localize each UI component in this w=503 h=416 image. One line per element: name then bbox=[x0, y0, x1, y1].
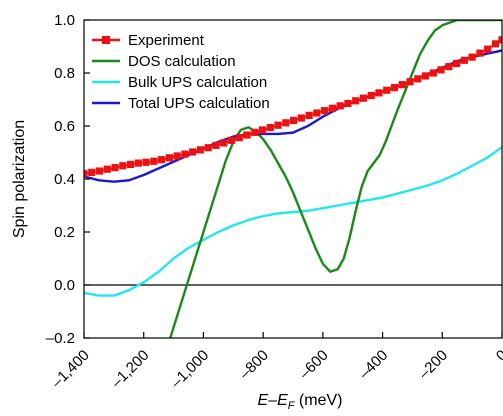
x-tick-label: –800 bbox=[236, 347, 272, 383]
experiment-data-point bbox=[414, 75, 422, 83]
legend-item-experiment: Experiment bbox=[92, 32, 205, 49]
x-tick-label: –1,200 bbox=[108, 347, 152, 391]
experiment-data-point bbox=[491, 40, 500, 48]
experiment-data-point bbox=[282, 119, 290, 127]
legend-label: Experiment bbox=[128, 32, 205, 49]
y-axis-label: Spin polarization bbox=[11, 120, 28, 238]
experiment-data-point bbox=[196, 146, 205, 154]
experiment-data-point bbox=[453, 59, 461, 68]
x-axis-label-unit: (meV) bbox=[294, 392, 342, 409]
experiment-data-point bbox=[204, 144, 212, 152]
experiment-data-point bbox=[181, 150, 189, 158]
experiment-data-point bbox=[328, 104, 337, 112]
experiment-data-point bbox=[476, 49, 484, 57]
experiment-data-point bbox=[297, 114, 305, 122]
experiment-data-point bbox=[227, 136, 236, 144]
legend-label: Bulk UPS calculation bbox=[128, 74, 267, 91]
x-axis-label-subscript: F bbox=[288, 400, 296, 411]
legend-item-bulk-ups-calculation: Bulk UPS calculation bbox=[92, 74, 267, 91]
y-tick-label: –0.2 bbox=[46, 330, 75, 347]
y-tick-label: 0.8 bbox=[54, 65, 75, 82]
experiment-data-point bbox=[95, 167, 104, 175]
experiment-data-point bbox=[429, 69, 437, 77]
experiment-data-point bbox=[220, 139, 228, 147]
series-line-bulk-ups-calculation bbox=[84, 145, 502, 297]
x-tick-label: –1,000 bbox=[168, 347, 212, 391]
y-tick-label: 1.0 bbox=[54, 12, 75, 29]
experiment-data-point bbox=[258, 126, 267, 134]
experiment-data-point bbox=[383, 86, 391, 94]
experiment-data-point bbox=[111, 164, 119, 172]
experiment-data-point bbox=[313, 109, 321, 117]
experiment-data-point bbox=[390, 83, 399, 92]
y-tick-label: 0.0 bbox=[54, 277, 75, 294]
legend-swatch-marker bbox=[102, 36, 110, 44]
experiment-data-point bbox=[375, 89, 383, 97]
experiment-data-point bbox=[289, 116, 298, 125]
legend-label: DOS calculation bbox=[128, 53, 236, 70]
experiment-data-point bbox=[336, 102, 344, 110]
experiment-data-point bbox=[352, 97, 360, 105]
x-tick-label: 0 bbox=[493, 347, 503, 365]
experiment-data-point bbox=[189, 148, 197, 156]
y-tick-label: 0.2 bbox=[54, 224, 75, 241]
experiment-data-point bbox=[305, 111, 313, 119]
experiment-data-point bbox=[274, 121, 282, 129]
y-tick-label: 0.4 bbox=[54, 171, 75, 188]
experiment-data-point bbox=[103, 165, 111, 173]
experiment-data-point bbox=[406, 78, 414, 86]
experiment-data-point bbox=[468, 53, 476, 61]
experiment-data-point bbox=[460, 56, 468, 64]
experiment-data-point bbox=[134, 159, 142, 167]
experiment-data-point bbox=[84, 170, 88, 178]
experiment-data-point bbox=[88, 168, 96, 176]
experiment-data-point bbox=[445, 63, 453, 71]
experiment-data-point bbox=[235, 134, 243, 142]
y-tick-label: 0.6 bbox=[54, 118, 75, 135]
experiment-data-point bbox=[212, 141, 220, 149]
experiment-data-point bbox=[398, 81, 406, 89]
experiment-data-point bbox=[421, 72, 430, 80]
experiment-data-point bbox=[173, 152, 181, 160]
experiment-data-point bbox=[119, 162, 127, 170]
experiment-data-point bbox=[344, 99, 352, 108]
marker-layer bbox=[84, 36, 502, 178]
experiment-data-point bbox=[484, 45, 492, 53]
x-tick-label: –1,400 bbox=[48, 347, 92, 391]
x-tick-label: –200 bbox=[415, 347, 451, 383]
x-axis-label-main: E–E bbox=[258, 392, 289, 409]
experiment-data-point bbox=[150, 157, 158, 165]
experiment-data-point bbox=[126, 160, 135, 169]
legend-item-dos-calculation: DOS calculation bbox=[92, 53, 236, 70]
x-tick-label: –400 bbox=[356, 347, 392, 383]
experiment-data-point bbox=[165, 154, 173, 162]
experiment-data-point bbox=[266, 123, 274, 132]
experiment-data-point bbox=[243, 131, 251, 139]
series-line-dos-calculation bbox=[168, 20, 502, 338]
experiment-data-point bbox=[251, 128, 259, 136]
experiment-data-point bbox=[359, 94, 368, 102]
legend-label: Total UPS calculation bbox=[128, 95, 270, 112]
experiment-data-point bbox=[498, 36, 502, 44]
experiment-data-point bbox=[437, 66, 445, 74]
experiment-data-point bbox=[142, 158, 150, 166]
experiment-data-point bbox=[158, 156, 166, 164]
legend-item-total-ups-calculation: Total UPS calculation bbox=[92, 95, 270, 112]
legend: Experiment DOS calculation Bulk UPS calcul… bbox=[92, 32, 270, 112]
x-axis-label: E–EF (meV) bbox=[258, 392, 343, 411]
experiment-data-point bbox=[321, 107, 329, 115]
experiment-data-point bbox=[367, 91, 375, 100]
x-tick-label: –600 bbox=[296, 347, 332, 383]
